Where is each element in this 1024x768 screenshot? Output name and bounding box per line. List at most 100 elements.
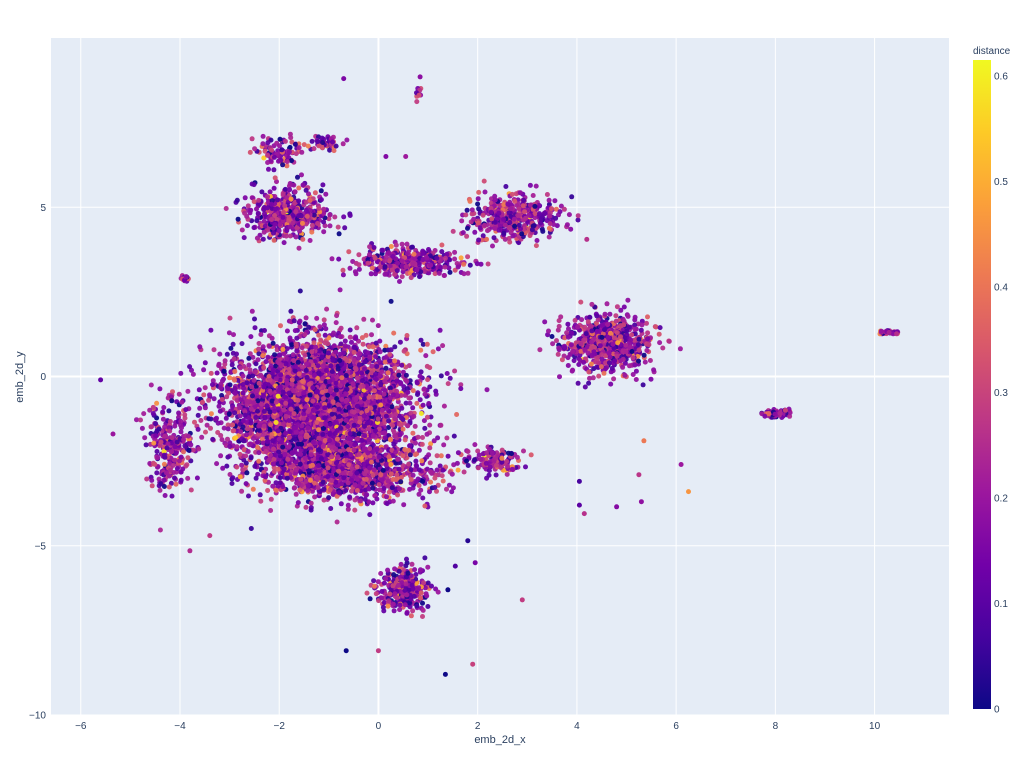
- scatter-point: [227, 440, 233, 446]
- scatter-point: [255, 439, 260, 445]
- scatter-point: [337, 383, 343, 389]
- scatter-point: [291, 318, 297, 324]
- scatter-point: [427, 365, 433, 371]
- scatter-point: [250, 393, 255, 399]
- scatter-point: [208, 327, 214, 333]
- scatter-point: [248, 420, 254, 426]
- scatter-point: [320, 363, 326, 369]
- scatter-point: [326, 350, 331, 356]
- scatter-point: [452, 368, 458, 374]
- scatter-point: [289, 377, 295, 383]
- scatter-point: [444, 371, 450, 376]
- scatter-point: [255, 357, 261, 363]
- scatter-point: [387, 358, 393, 364]
- scatter-point: [324, 306, 330, 312]
- scatter-point: [292, 364, 298, 369]
- scatter-point: [260, 353, 266, 359]
- scatter-point: [339, 397, 345, 402]
- scatter-point: [315, 404, 320, 410]
- scatter-point: [383, 365, 389, 371]
- scatter-point: [370, 394, 376, 400]
- scatter-point: [418, 337, 424, 343]
- scatter-point: [309, 349, 315, 355]
- scatter-point: [224, 351, 230, 357]
- scatter-point: [386, 418, 392, 424]
- scatter-point: [393, 411, 399, 417]
- scatter-point: [343, 417, 349, 423]
- scatter-point: [337, 351, 343, 357]
- scatter-point: [232, 385, 238, 391]
- scatter-point: [339, 375, 345, 381]
- scatter-point: [215, 420, 221, 426]
- scatter-point: [358, 384, 364, 390]
- scatter-point: [362, 366, 367, 372]
- scatter-point: [322, 332, 328, 338]
- scatter-point: [418, 369, 424, 375]
- scatter-point: [323, 421, 329, 427]
- scatter-point: [378, 402, 384, 408]
- scatter-point: [256, 341, 262, 346]
- scatter-point: [389, 404, 395, 410]
- scatter-point: [304, 361, 310, 367]
- scatter-point: [364, 408, 370, 414]
- scatter-point: [232, 410, 238, 416]
- scatter-point: [318, 421, 324, 427]
- scatter-point: [268, 422, 274, 428]
- scatter-point: [296, 384, 302, 390]
- scatter-point: [208, 425, 213, 431]
- scatter-point: [392, 358, 398, 364]
- scatter-point: [281, 407, 287, 413]
- scatter-point: [327, 431, 333, 436]
- scatter-point: [252, 369, 258, 375]
- scatter-point: [331, 343, 337, 349]
- scatter-point: [263, 359, 269, 365]
- scatter-point: [369, 363, 375, 369]
- scatter-point: [258, 332, 264, 337]
- scatter-point: [357, 351, 363, 357]
- scatter-point: [262, 414, 268, 420]
- scatter-point: [424, 341, 430, 347]
- scatter-point: [404, 333, 410, 338]
- scatter-point: [358, 399, 364, 405]
- scatter-point: [352, 344, 357, 350]
- scatter-point: [304, 403, 309, 409]
- scatter-point: [331, 407, 337, 413]
- scatter-point: [275, 393, 281, 399]
- scatter-point: [484, 387, 490, 393]
- scatter-point: [354, 325, 360, 331]
- scatter-point: [241, 438, 247, 444]
- scatter-point: [398, 422, 404, 428]
- scatter-point: [342, 343, 348, 349]
- scatter-point: [433, 388, 439, 394]
- scatter-point: [392, 433, 398, 439]
- scatter-point: [305, 409, 311, 415]
- scatter-point: [414, 400, 420, 406]
- scatter-point: [437, 327, 443, 333]
- scatter-point: [399, 405, 405, 411]
- scatter-point: [305, 425, 311, 431]
- scatter-point: [447, 375, 453, 381]
- scatter-point: [257, 492, 263, 498]
- scatter-points: [98, 74, 901, 677]
- scatter-point: [234, 444, 240, 450]
- scatter-point: [293, 429, 299, 435]
- scatter-point: [421, 418, 427, 424]
- scatter-point: [221, 425, 227, 431]
- scatter-point: [382, 378, 388, 384]
- scatter-point: [398, 415, 404, 421]
- scatter-point: [278, 323, 283, 329]
- scatter-point: [244, 426, 250, 432]
- scatter-point: [290, 352, 296, 358]
- scatter-point: [313, 344, 319, 350]
- scatter-point: [197, 405, 203, 411]
- scatter-point: [356, 355, 362, 361]
- scatter-point: [269, 335, 275, 341]
- scatter-point: [386, 425, 391, 430]
- scatter-point: [412, 423, 418, 429]
- scatter-point: [430, 349, 436, 355]
- scatter-point: [233, 435, 239, 441]
- scatter-point: [337, 358, 343, 363]
- scatter-point: [366, 395, 372, 400]
- scatter-point: [418, 347, 424, 353]
- scatter-point: [299, 345, 305, 351]
